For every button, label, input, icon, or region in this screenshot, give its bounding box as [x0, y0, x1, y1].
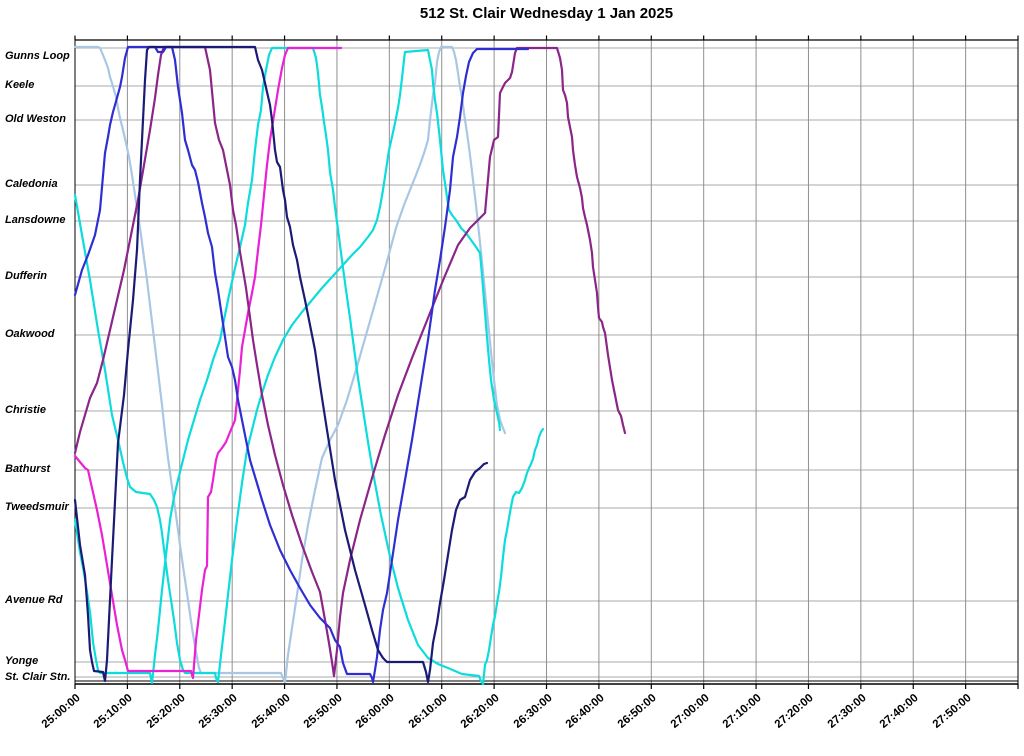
- station-label: St. Clair Stn.: [5, 671, 71, 683]
- station-label: Caledonia: [5, 178, 58, 190]
- run-magenta: [73, 46, 343, 680]
- station-label: Dufferin: [5, 270, 47, 282]
- station-label: Lansdowne: [5, 214, 66, 226]
- station-label: Old Weston: [5, 113, 66, 125]
- run-lightblue: [73, 45, 507, 684]
- station-label: Christie: [5, 404, 46, 416]
- station-label: Gunns Loop: [5, 50, 70, 62]
- station-label: Oakwood: [5, 328, 55, 340]
- chart-title: 512 St. Clair Wednesday 1 Jan 2025: [419, 5, 674, 22]
- run-navy: [73, 45, 489, 684]
- run-cyan-1: [73, 46, 545, 686]
- run-blue: [73, 45, 530, 684]
- station-label: Keele: [5, 79, 35, 91]
- station-label: Yonge: [5, 655, 39, 667]
- station-label: Avenue Rd: [5, 594, 63, 606]
- station-label: Tweedsmuir: [5, 501, 69, 513]
- station-label: Bathurst: [5, 463, 51, 475]
- run-cyan-2: [73, 48, 502, 684]
